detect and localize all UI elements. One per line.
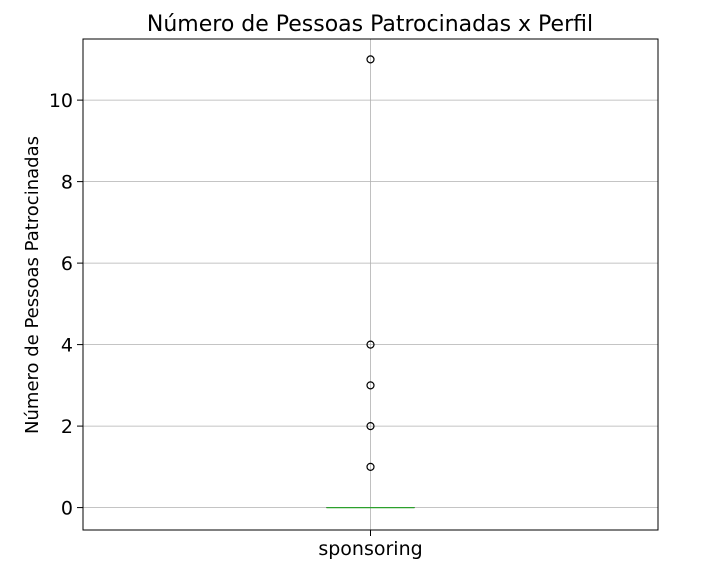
outlier-point <box>366 381 375 390</box>
outlier-point <box>366 55 375 64</box>
y-tick-label: 10 <box>49 90 73 112</box>
y-tick-label: 2 <box>61 416 73 438</box>
y-tick-label: 4 <box>61 335 73 357</box>
y-tick-label: 8 <box>61 172 73 194</box>
box-sponsoring <box>326 55 415 509</box>
box-series <box>326 55 415 509</box>
outlier-point <box>366 421 375 431</box>
plot-area-frame <box>82 38 659 531</box>
x-tick-label: sponsoring <box>318 538 422 560</box>
outlier-point <box>366 462 375 471</box>
x-axis-ticks: sponsoring <box>318 530 423 560</box>
y-tick-label: 0 <box>61 498 73 520</box>
y-axis-ticks: 0 2 4 6 8 10 <box>49 90 83 520</box>
chart-title: Número de Pessoas Patrocinadas x Perfil <box>147 12 593 37</box>
outlier-point <box>366 340 375 349</box>
y-axis-label: Número de Pessoas Patrocinadas <box>22 136 43 434</box>
grid-lines <box>83 39 658 530</box>
y-tick-label: 6 <box>61 253 73 275</box>
